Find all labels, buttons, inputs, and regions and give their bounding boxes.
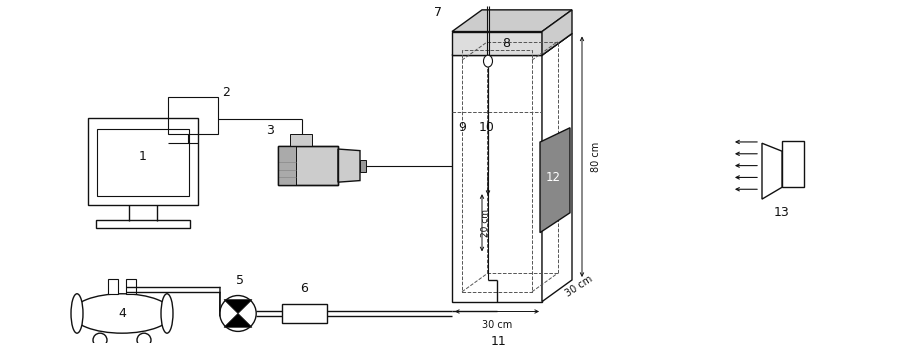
Text: 5: 5	[236, 274, 244, 287]
Text: 2: 2	[222, 86, 230, 99]
Bar	[282, 303, 327, 323]
Bar	[88, 118, 198, 205]
Text: 8: 8	[502, 37, 510, 50]
Text: 12: 12	[546, 171, 561, 184]
Text: 6: 6	[301, 282, 309, 295]
Text: 1: 1	[140, 150, 147, 163]
Bar	[108, 279, 118, 294]
Bar	[452, 32, 542, 55]
Ellipse shape	[72, 294, 172, 333]
Polygon shape	[540, 128, 570, 232]
Bar	[168, 97, 218, 134]
Text: 3: 3	[266, 124, 274, 137]
Text: 9: 9	[458, 121, 466, 134]
Bar	[782, 141, 804, 187]
Circle shape	[93, 333, 107, 347]
Text: 80 cm: 80 cm	[591, 142, 601, 172]
Polygon shape	[224, 300, 252, 314]
Polygon shape	[338, 149, 360, 182]
Bar	[462, 50, 532, 292]
Ellipse shape	[161, 294, 173, 333]
Ellipse shape	[71, 294, 83, 333]
Text: 30 cm: 30 cm	[563, 274, 594, 298]
Ellipse shape	[483, 55, 492, 67]
Polygon shape	[452, 10, 572, 32]
Text: 13: 13	[774, 206, 790, 220]
Text: 4: 4	[118, 307, 126, 320]
Polygon shape	[224, 314, 252, 327]
Bar	[97, 129, 189, 196]
Bar	[96, 220, 190, 228]
Bar	[452, 55, 542, 302]
Bar	[278, 146, 338, 185]
Bar	[278, 146, 296, 185]
Text: 20 cm: 20 cm	[482, 209, 490, 237]
Bar	[290, 134, 312, 146]
Polygon shape	[542, 33, 572, 302]
Circle shape	[137, 333, 151, 347]
Text: 11: 11	[491, 334, 507, 348]
Text: 7: 7	[434, 6, 442, 19]
Polygon shape	[452, 33, 572, 55]
Polygon shape	[762, 143, 782, 199]
Bar	[126, 279, 136, 294]
Text: 10: 10	[479, 121, 495, 134]
Polygon shape	[542, 10, 572, 55]
Bar	[360, 160, 366, 172]
Text: 30 cm: 30 cm	[482, 320, 512, 330]
